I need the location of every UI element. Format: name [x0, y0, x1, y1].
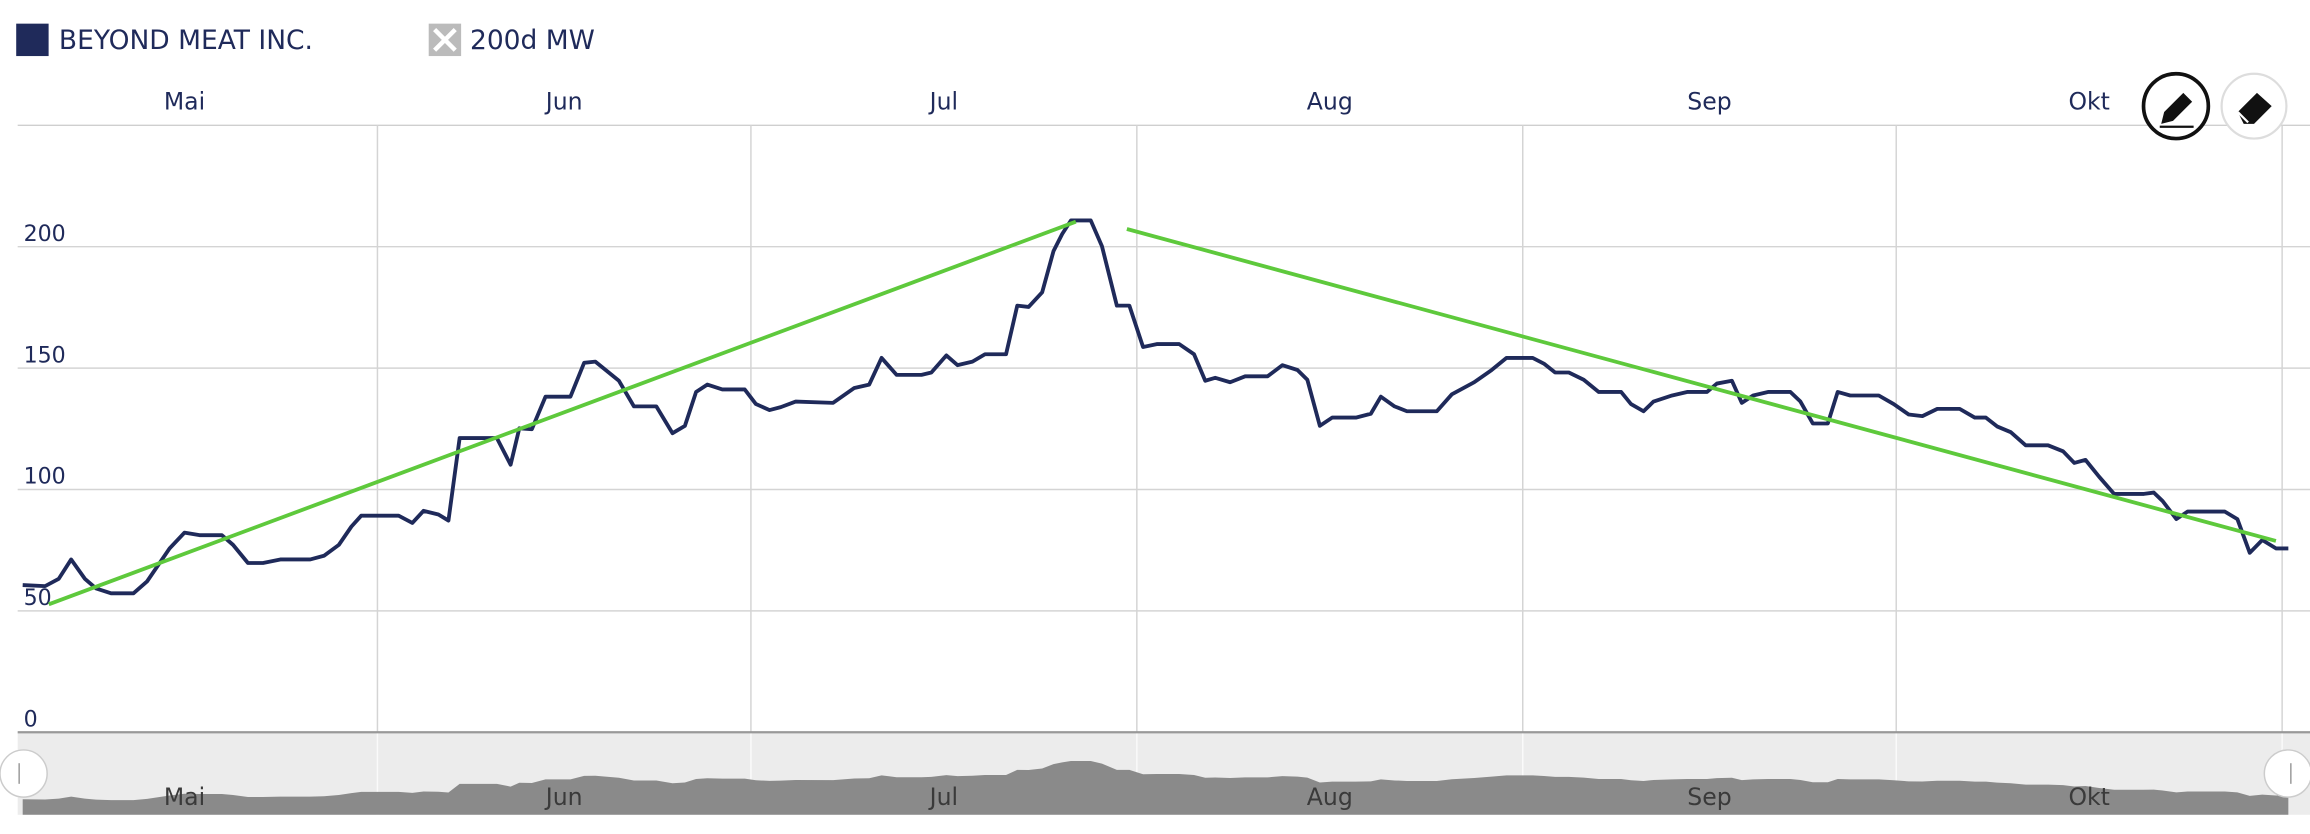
navigator-tick-label: Jun: [544, 783, 583, 811]
x-tick-label: Mai: [164, 88, 205, 116]
legend-label[interactable]: BEYOND MEAT INC.: [59, 25, 313, 56]
y-tick-label: 150: [24, 342, 66, 368]
x-tick-label: Okt: [2068, 88, 2109, 116]
navigator-tick-label: Aug: [1307, 783, 1353, 811]
navigator-area: [22, 760, 2289, 815]
legend-label[interactable]: 200d MW: [470, 25, 595, 56]
y-tick-label: 200: [24, 221, 66, 247]
navigator-handle-right[interactable]: [2263, 749, 2310, 798]
erase-button[interactable]: [2220, 72, 2288, 140]
navigator-tick-label: Mai: [164, 783, 205, 811]
y-tick-label: 0: [24, 706, 38, 732]
draw-button[interactable]: [2141, 71, 2211, 141]
navigator-tick-label: Okt: [2068, 783, 2109, 811]
y-tick-label: 50: [24, 585, 52, 611]
navigator-handle-left[interactable]: [0, 749, 48, 798]
navigator-tick-label: Sep: [1687, 783, 1731, 811]
price-line: [22, 218, 2289, 596]
x-tick-label: Sep: [1687, 88, 1731, 116]
x-tick-label: Jul: [928, 88, 958, 116]
y-tick-label: 100: [24, 464, 66, 490]
legend-swatch-hidden[interactable]: [428, 23, 462, 57]
trend-line: [1126, 227, 2277, 543]
x-tick-label: Aug: [1307, 88, 1353, 116]
navigator-tick-label: Jul: [928, 783, 958, 811]
legend-swatch[interactable]: [16, 23, 49, 57]
trend-line: [48, 219, 1077, 607]
x-tick-label: Jun: [544, 88, 583, 116]
